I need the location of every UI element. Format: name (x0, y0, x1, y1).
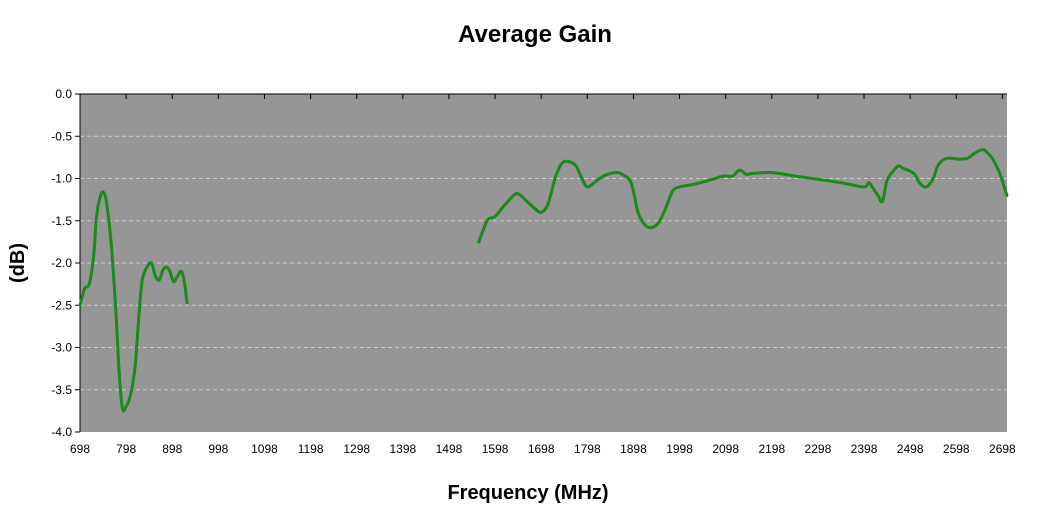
y-tick-label: -2.5 (51, 298, 72, 312)
x-tick-label: 998 (208, 442, 228, 456)
series-line-segment (477, 148, 1009, 244)
x-tick-label: 1798 (574, 442, 601, 456)
y-axis-title: (dB) (7, 243, 29, 283)
x-tick-label: 1998 (666, 442, 693, 456)
x-tick-label: 2398 (851, 442, 878, 456)
grid-lines (80, 135, 1007, 391)
y-tick-label: -1.5 (51, 214, 72, 228)
x-tick-label: 2298 (805, 442, 832, 456)
x-tick-label: 1098 (251, 442, 278, 456)
axes (75, 93, 1007, 433)
y-tick-label: -1.0 (51, 172, 72, 186)
x-tick-label: 1698 (528, 442, 555, 456)
x-tick-label: 2498 (897, 442, 924, 456)
y-axis-tick-labels: 0.0 -0.5 -1.0 -1.5 -2.0 -2.5 -3.0 -3.5 -4.0 (51, 87, 72, 439)
y-tick-label: -0.5 (51, 129, 72, 143)
series-gain (78, 148, 1009, 413)
x-tick-label: 1398 (389, 442, 416, 456)
x-tick-label: 898 (162, 442, 182, 456)
x-axis-tick-labels: 698 798 898 998 1098 1198 1298 1398 1498 1598 1698… (70, 442, 1016, 456)
series-line-segment (78, 190, 189, 413)
y-tick-label: -4.0 (51, 425, 72, 439)
x-tick-label: 1498 (436, 442, 463, 456)
x-tick-label: 2198 (758, 442, 785, 456)
x-tick-label: 1898 (620, 442, 647, 456)
x-tick-label: 1598 (482, 442, 509, 456)
x-tick-label: 2098 (712, 442, 739, 456)
y-tick-label: -2.0 (51, 256, 72, 270)
x-axis-title: Frequency (MHz) (447, 482, 608, 504)
x-tick-label: 1198 (298, 442, 324, 456)
x-tick-label: 698 (70, 442, 90, 456)
y-tick-label: 0.0 (55, 87, 72, 101)
y-tick-label: -3.0 (51, 341, 72, 355)
x-tick-label: 2698 (989, 442, 1016, 456)
x-tick-label: 2598 (943, 442, 970, 456)
y-tick-label: -3.5 (51, 383, 72, 397)
x-tick-label: 1298 (343, 442, 370, 456)
chart-title: Average Gain (458, 21, 612, 48)
x-tick-label: 798 (116, 442, 136, 456)
